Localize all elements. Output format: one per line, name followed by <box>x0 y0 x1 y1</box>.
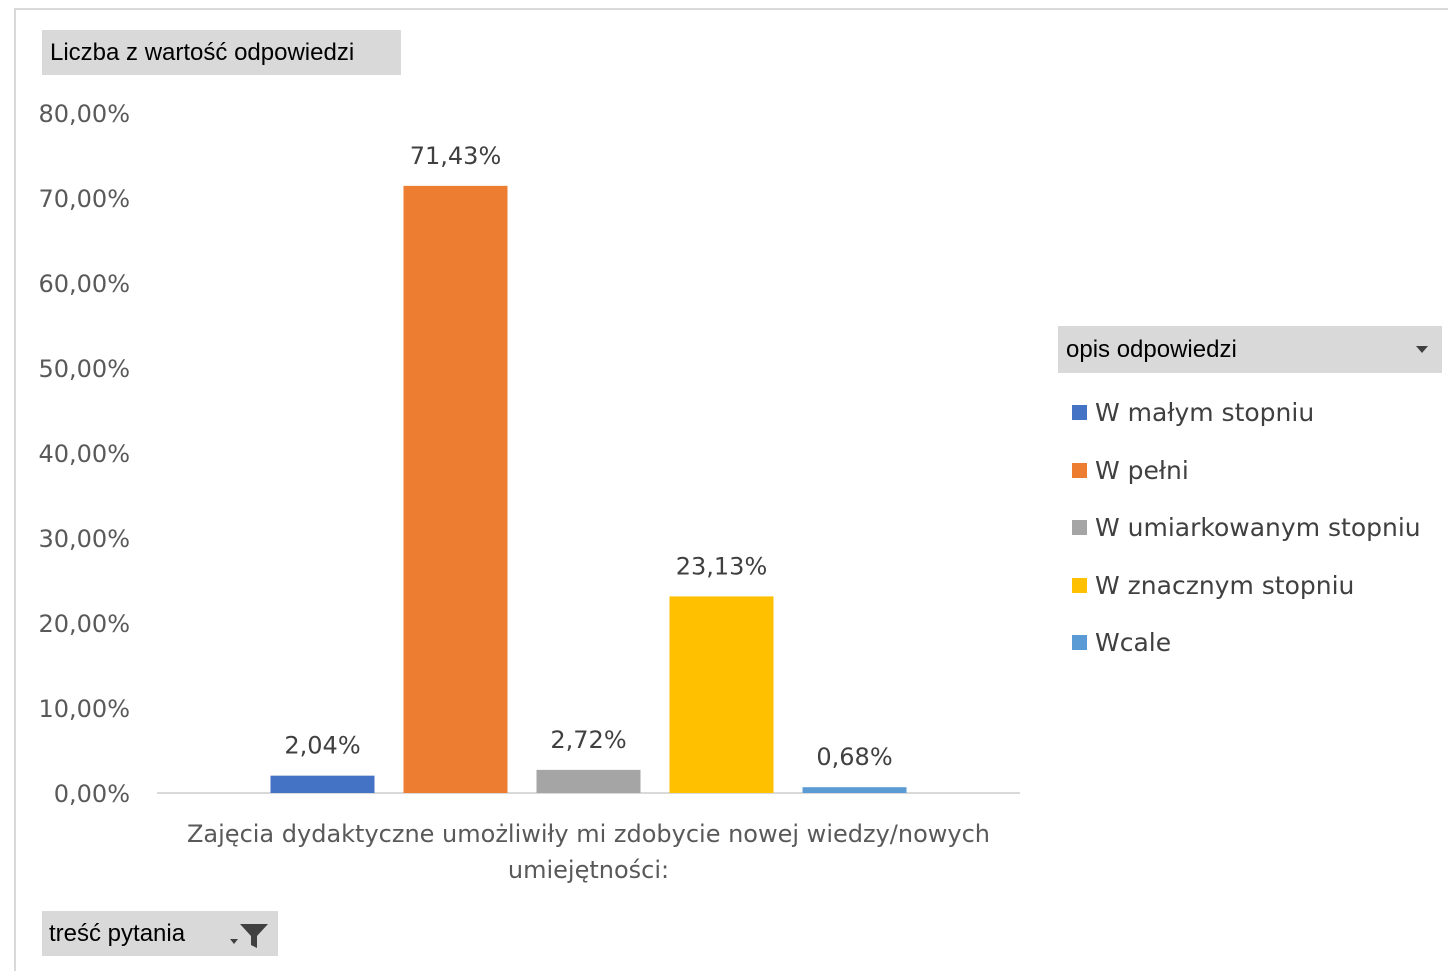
y-tick-label: 30,00% <box>38 525 130 553</box>
legend-swatch <box>1072 520 1087 536</box>
bar <box>669 596 774 793</box>
legend-swatch <box>1072 635 1087 651</box>
filter-icon[interactable] <box>228 919 268 949</box>
legend-label: W znacznym stopniu <box>1095 570 1355 600</box>
dropdown-arrow-icon[interactable] <box>1416 345 1428 354</box>
bar <box>270 775 375 793</box>
bar <box>536 769 641 793</box>
legend-item: Wcale <box>1072 614 1421 672</box>
data-label: 2,04% <box>284 732 360 760</box>
category-label: umiejętności: <box>508 856 669 884</box>
legend-label: W umiarkowanym stopniu <box>1095 513 1421 543</box>
legend-field-button[interactable]: opis odpowiedzi <box>1058 326 1442 373</box>
data-label: 0,68% <box>816 743 892 771</box>
y-tick-label: 80,00% <box>38 100 130 128</box>
y-tick-label: 70,00% <box>38 185 130 213</box>
y-tick-label: 50,00% <box>38 355 130 383</box>
legend-label: Wcale <box>1095 628 1172 658</box>
data-label: 71,43% <box>410 142 502 170</box>
y-tick-label: 60,00% <box>38 270 130 298</box>
legend-field-label: opis odpowiedzi <box>1066 335 1237 363</box>
chart-frame <box>14 8 1448 971</box>
legend-label: W małym stopniu <box>1095 398 1315 428</box>
data-label: 2,72% <box>550 726 626 754</box>
y-tick-label: 40,00% <box>38 440 130 468</box>
legend-label: W pełni <box>1095 455 1189 485</box>
value-field-label: Liczba z wartość odpowiedzi <box>50 38 355 66</box>
legend-item: W umiarkowanym stopniu <box>1072 499 1421 557</box>
filter-field-label: treść pytania <box>49 919 186 947</box>
data-label: 23,13% <box>676 552 768 580</box>
category-label: Zajęcia dydaktyczne umożliwiły mi zdobyc… <box>187 820 990 848</box>
bar <box>403 185 508 794</box>
legend-item: W pełni <box>1072 442 1421 500</box>
y-tick-label: 20,00% <box>38 610 130 638</box>
legend-swatch <box>1072 462 1087 478</box>
legend-item: W znacznym stopniu <box>1072 557 1421 615</box>
bar <box>802 787 907 793</box>
value-field-button[interactable]: Liczba z wartość odpowiedzi <box>42 30 401 75</box>
y-tick-label: 0,00% <box>54 780 130 808</box>
filter-field-button[interactable]: treść pytania <box>42 911 278 956</box>
y-tick-label: 10,00% <box>38 695 130 723</box>
chart-legend: W małym stopniu W pełni W umiarkowanym sto… <box>1072 384 1421 672</box>
legend-item: W małym stopniu <box>1072 384 1421 442</box>
legend-swatch <box>1072 577 1087 593</box>
legend-swatch <box>1072 405 1087 421</box>
